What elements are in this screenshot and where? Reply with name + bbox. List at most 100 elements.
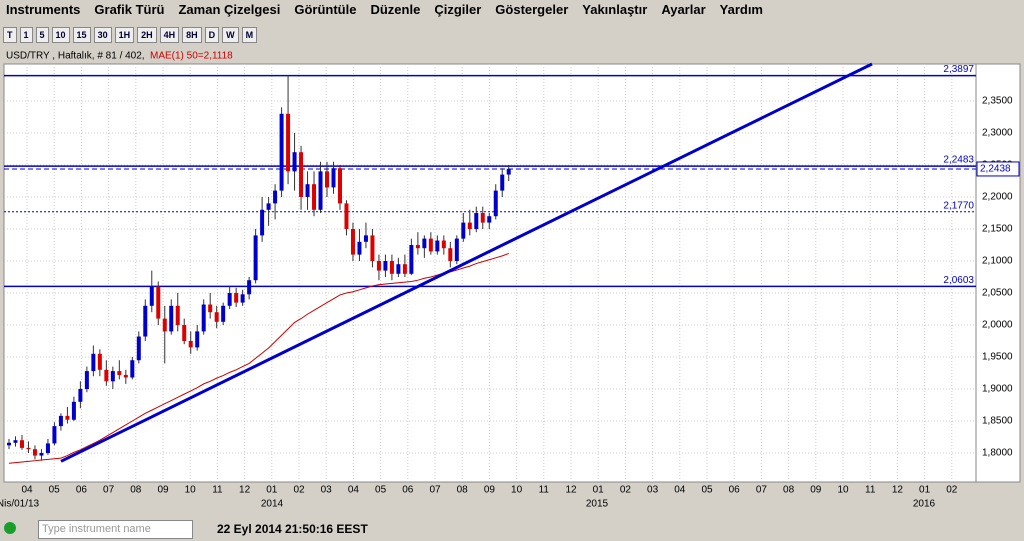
x-tick-label: 02 [620, 485, 632, 496]
candle-body [454, 238, 459, 261]
menu-item[interactable]: Düzenle [370, 2, 421, 17]
x-tick-label: 12 [239, 485, 251, 496]
candle-body [253, 235, 258, 281]
x-tick-label: 11 [212, 485, 223, 496]
candle-body [474, 212, 479, 229]
timeframe-button[interactable]: 15 [72, 27, 91, 43]
y-tick-label: 1,8000 [982, 448, 1013, 459]
candle-body [91, 353, 96, 372]
timeframe-button[interactable]: D [204, 27, 220, 43]
candle-body [337, 168, 342, 204]
candle-body [467, 222, 472, 229]
candle-body [26, 447, 31, 450]
candle-body [273, 190, 278, 204]
candle-body [169, 305, 174, 332]
timeframe-button[interactable]: 2H [137, 27, 157, 43]
timeframe-button[interactable]: 1 [19, 27, 33, 43]
candle-body [376, 260, 381, 271]
timeframe-button[interactable]: 10 [51, 27, 70, 43]
candle-body [409, 244, 414, 274]
menu-item[interactable]: Çizgiler [434, 2, 482, 17]
menu-item[interactable]: Yardım [719, 2, 763, 17]
timeframe-button[interactable]: 8H [182, 27, 202, 43]
indicator-label: MAE(1) 50=2,1118 [150, 51, 233, 62]
candle-body [123, 374, 128, 378]
instrument-input[interactable]: Type instrument name [38, 520, 193, 539]
candle-body [58, 415, 63, 427]
menu-item[interactable]: Yakınlaştır [582, 2, 648, 17]
y-tick-label: 1,9000 [982, 384, 1013, 395]
x-tick-label: 08 [130, 485, 142, 496]
candle-body [305, 184, 310, 197]
candle-body [415, 244, 420, 249]
x-tick-label: 12 [565, 485, 577, 496]
candle-body [65, 415, 70, 420]
x-tick-label: 07 [756, 485, 768, 496]
candle-body [195, 331, 200, 348]
menu-item[interactable]: Göstergeler [495, 2, 569, 17]
menu-item[interactable]: Grafik Türü [94, 2, 165, 17]
candle-body [71, 401, 76, 420]
candle-body [214, 312, 219, 322]
candle-body [363, 235, 368, 242]
year-label: Nis/01/13 [0, 499, 40, 510]
candle-body [130, 360, 135, 378]
menu-item[interactable]: Zaman Çizelgesi [178, 2, 281, 17]
timeframe-button[interactable]: W [222, 27, 239, 43]
timeframe-button[interactable]: T [3, 27, 17, 43]
y-tick-label: 2,3000 [982, 128, 1013, 139]
x-tick-label: 06 [402, 485, 414, 496]
candle-body [350, 228, 355, 255]
candle-body [247, 280, 252, 295]
timeframe-button[interactable]: 5 [35, 27, 49, 43]
candle-body [448, 248, 453, 261]
year-label: 2016 [913, 499, 936, 510]
menu-item[interactable]: Instruments [6, 2, 81, 17]
chart: USD/TRY , Haftalık, # 81 / 402, MAE(1) 5… [0, 51, 1021, 510]
x-tick-label: 11 [865, 485, 876, 496]
timeframe-button[interactable]: 30 [93, 27, 112, 43]
timeframe-button[interactable]: 4H [159, 27, 180, 43]
menu-item[interactable]: Görüntüle [294, 2, 357, 17]
candle-body [182, 325, 187, 342]
menu-bar: Instruments Grafik Türü Zaman Çizelgesi Gör… [0, 0, 1024, 20]
x-tick-label: 10 [185, 485, 197, 496]
candle-body [318, 171, 323, 210]
trendline [60, 62, 873, 463]
x-tick-label: 05 [701, 485, 713, 496]
x-tick-label: 01 [266, 485, 278, 496]
candle-body [156, 286, 161, 319]
x-tick-label: 10 [511, 485, 523, 496]
candle-body [312, 184, 317, 210]
candle-body [383, 260, 388, 271]
candle-body [435, 240, 440, 252]
candle-body [325, 171, 330, 188]
candle-body [260, 209, 265, 236]
candle-body [389, 260, 394, 274]
timeframe-button[interactable]: 1H [114, 27, 135, 43]
timeframe-button[interactable]: M [241, 27, 258, 43]
x-tick-label: 07 [103, 485, 115, 496]
x-tick-label: 01 [593, 485, 605, 496]
candle-body [208, 304, 213, 313]
x-tick-label: 04 [348, 485, 360, 496]
candle-body [493, 190, 498, 217]
x-tick-label: 08 [457, 485, 469, 496]
candle-body [487, 216, 492, 223]
menu-item[interactable]: Ayarlar [661, 2, 706, 17]
candle-body [104, 369, 109, 382]
candle-body [227, 293, 232, 306]
x-tick-label: 04 [674, 485, 686, 496]
x-tick-label: 05 [49, 485, 61, 496]
y-tick-label: 1,9500 [982, 352, 1013, 363]
clock: 22 Eyl 2014 21:50:16 EEST [217, 522, 368, 536]
x-tick-label: 09 [484, 485, 496, 496]
candle-body [370, 235, 375, 261]
candle-body [143, 305, 148, 337]
candle-body [441, 240, 446, 249]
candle-body [428, 238, 433, 252]
y-tick-label: 2,1000 [982, 256, 1013, 267]
x-tick-label: 03 [321, 485, 333, 496]
candle-body [357, 241, 362, 255]
